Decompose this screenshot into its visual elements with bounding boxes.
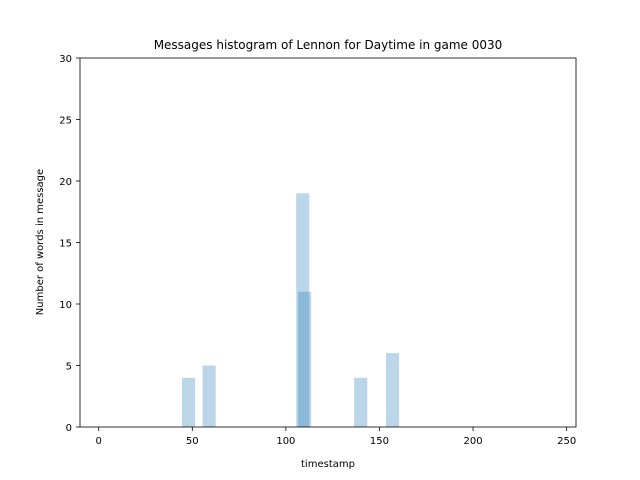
x-tick-label: 100: [276, 436, 295, 447]
y-axis-ticks: 0 5 10 15 20 25 30: [59, 54, 80, 434]
y-tick-label: 10: [59, 300, 72, 311]
histogram-bar: [386, 353, 400, 427]
x-tick-label: 150: [370, 436, 389, 447]
plot-frame: [79, 57, 577, 428]
histogram-bar: [298, 291, 312, 427]
histogram-bar: [182, 377, 196, 427]
x-tick-label: 0: [96, 436, 102, 447]
y-tick-label: 20: [59, 177, 72, 188]
x-tick-label: 250: [557, 436, 576, 447]
y-axis-label: Number of words in message: [35, 169, 46, 315]
y-tick-label: 25: [59, 116, 72, 127]
x-axis-ticks: 0 50 100 150 200 250: [96, 427, 576, 447]
y-tick-label: 15: [59, 239, 72, 250]
y-tick-label: 5: [66, 362, 72, 373]
x-axis-label: timestamp: [301, 459, 355, 470]
histogram-bar: [202, 365, 216, 427]
histogram-bar: [296, 193, 310, 427]
x-tick-label: 200: [464, 436, 483, 447]
x-tick-label: 50: [186, 436, 199, 447]
y-tick-label: 0: [66, 423, 72, 434]
y-tick-label: 30: [59, 54, 72, 65]
chart-title: Messages histogram of Lennon for Daytime…: [154, 38, 503, 52]
bars-group: [182, 193, 400, 427]
histogram-bar: [354, 377, 368, 427]
